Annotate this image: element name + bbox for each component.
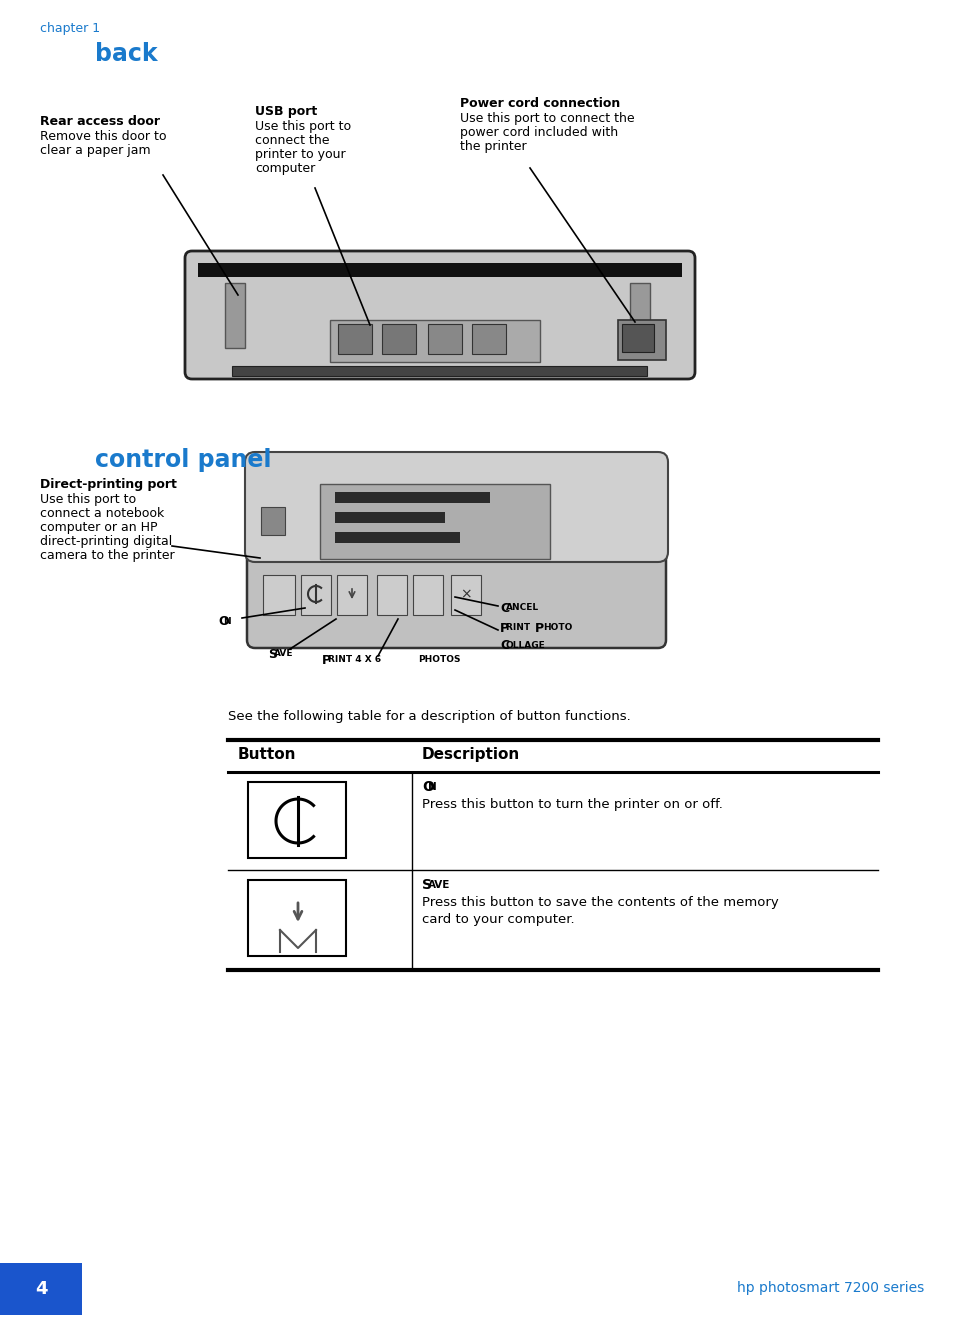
Bar	[301, 575, 331, 616]
Text: Press this button to turn the printer on or off.: Press this button to turn the printer on…	[421, 798, 722, 811]
Text: P: P	[322, 654, 331, 667]
Text: ×: ×	[459, 587, 472, 601]
Bar	[261, 507, 285, 535]
Bar	[319, 483, 550, 559]
Text: C: C	[499, 639, 509, 653]
Text: Direct-printing port: Direct-printing port	[40, 478, 176, 491]
Bar	[335, 491, 490, 503]
Bar	[376, 575, 407, 616]
Text: 4: 4	[34, 1280, 48, 1299]
FancyBboxPatch shape	[185, 251, 695, 379]
Text: Use this port to connect the: Use this port to connect the	[459, 112, 634, 125]
Text: N: N	[428, 782, 436, 791]
Text: P: P	[499, 622, 509, 635]
Bar	[451, 575, 480, 616]
Text: power cord included with: power cord included with	[459, 125, 618, 139]
Text: Description: Description	[421, 746, 519, 762]
FancyBboxPatch shape	[245, 452, 667, 561]
Text: Use this port to: Use this port to	[254, 120, 351, 133]
Text: N: N	[223, 617, 231, 626]
Text: back: back	[95, 42, 157, 66]
Bar	[472, 324, 505, 354]
Bar	[248, 880, 346, 956]
Text: AVE: AVE	[274, 650, 293, 658]
Text: O: O	[421, 779, 434, 794]
Text: P: P	[535, 622, 543, 635]
Text: S: S	[421, 878, 432, 892]
Bar	[225, 283, 245, 347]
Text: S: S	[268, 649, 276, 660]
Text: O: O	[218, 616, 229, 627]
Bar	[335, 513, 444, 523]
Text: computer or an HP: computer or an HP	[40, 520, 157, 534]
Text: the printer: the printer	[459, 140, 526, 153]
Bar	[629, 283, 649, 347]
Text: direct-printing digital: direct-printing digital	[40, 535, 172, 548]
Bar	[0, 1263, 82, 1314]
Text: PHOTOS: PHOTOS	[417, 655, 460, 664]
Text: connect the: connect the	[254, 133, 329, 147]
Text: AVE: AVE	[428, 880, 450, 889]
Bar	[381, 324, 416, 354]
Bar	[337, 324, 372, 354]
Bar	[198, 263, 681, 277]
Text: hp photosmart 7200 series: hp photosmart 7200 series	[736, 1281, 923, 1295]
Text: USB port: USB port	[254, 104, 317, 118]
Text: chapter 1: chapter 1	[40, 22, 100, 34]
Bar	[336, 575, 367, 616]
Bar	[263, 575, 294, 616]
Text: C: C	[499, 602, 509, 616]
Text: control panel: control panel	[95, 448, 272, 472]
Bar	[248, 782, 346, 859]
Text: computer: computer	[254, 162, 314, 174]
Bar	[232, 366, 646, 376]
FancyBboxPatch shape	[247, 454, 665, 649]
Bar	[621, 324, 654, 351]
Text: card to your computer.: card to your computer.	[421, 913, 574, 926]
Text: Power cord connection: Power cord connection	[459, 96, 619, 110]
Bar	[618, 320, 665, 361]
Text: Rear access door: Rear access door	[40, 115, 160, 128]
Bar	[413, 575, 442, 616]
Text: OLLAGE: OLLAGE	[505, 641, 545, 650]
Text: Press this button to save the contents of the memory: Press this button to save the contents o…	[421, 896, 778, 909]
Text: Use this port to: Use this port to	[40, 493, 136, 506]
Text: ANCEL: ANCEL	[505, 604, 538, 613]
Text: RINT 4 X 6: RINT 4 X 6	[327, 655, 383, 664]
Bar	[330, 320, 539, 362]
Text: Button: Button	[237, 746, 296, 762]
Text: Remove this door to: Remove this door to	[40, 129, 167, 143]
Bar	[335, 532, 459, 543]
Text: printer to your: printer to your	[254, 148, 345, 161]
Text: camera to the printer: camera to the printer	[40, 550, 174, 561]
Bar	[428, 324, 461, 354]
Text: RINT: RINT	[505, 624, 533, 633]
Text: clear a paper jam: clear a paper jam	[40, 144, 151, 157]
Text: See the following table for a description of button functions.: See the following table for a descriptio…	[228, 709, 630, 723]
Text: connect a notebook: connect a notebook	[40, 507, 164, 520]
Text: HOTO: HOTO	[542, 624, 572, 633]
